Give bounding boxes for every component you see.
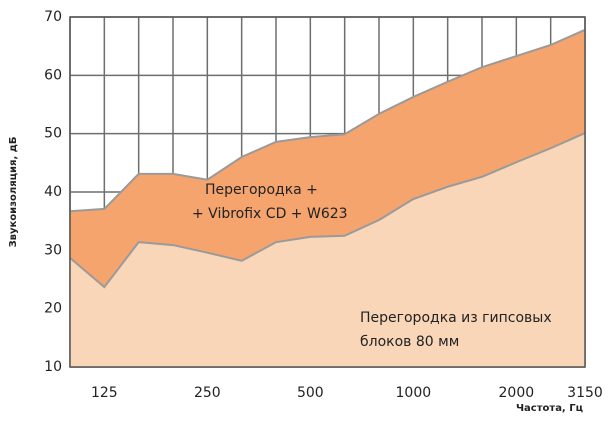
- x-axis-label: Частота, Гц: [516, 403, 583, 414]
- annotation: Перегородка из гипсовых: [360, 310, 552, 326]
- y-axis-label: Звукоизоляция, дБ: [8, 137, 19, 248]
- annotation: + Vibrofix CD + W623: [192, 206, 348, 222]
- y-tick-label: 30: [44, 242, 62, 258]
- y-tick-label: 40: [44, 184, 62, 200]
- y-tick-label: 10: [44, 359, 62, 375]
- y-tick-label: 60: [44, 67, 62, 83]
- x-tick-label: 2000: [499, 385, 535, 401]
- x-tick-label: 250: [194, 385, 221, 401]
- line: [69, 28, 586, 213]
- annotation: Перегородка +: [205, 182, 318, 198]
- y-tick-label: 70: [44, 9, 62, 25]
- x-tick-label: 3150: [567, 385, 603, 401]
- area: [70, 133, 585, 367]
- x-tick-label: 1000: [396, 385, 432, 401]
- plot-frame: [69, 16, 586, 368]
- x-tick-label: 125: [91, 385, 118, 401]
- y-tick-label: 50: [44, 126, 62, 142]
- y-tick-label: 20: [44, 301, 62, 317]
- x-tick-label: 500: [297, 385, 324, 401]
- annotation: блоков 80 мм: [360, 334, 459, 350]
- line: [69, 132, 586, 289]
